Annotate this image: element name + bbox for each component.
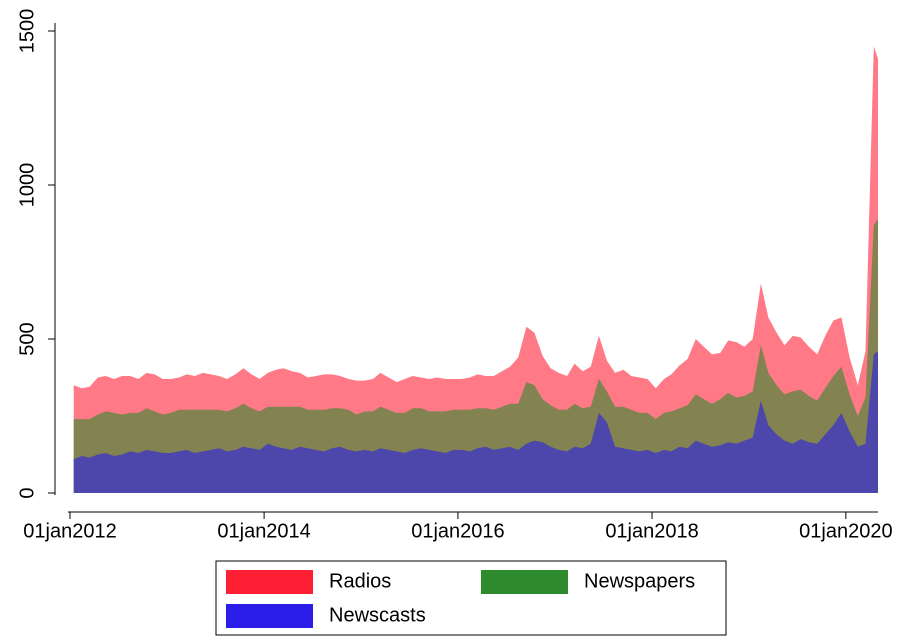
legend-label: Newspapers: [584, 570, 695, 592]
y-tick-label: 0: [16, 487, 38, 498]
y-tick-label: 500: [16, 322, 38, 355]
y-tick-label: 1000: [16, 163, 38, 208]
y-tick-label: 1500: [16, 9, 38, 54]
area: [73, 46, 878, 494]
area: [73, 218, 878, 493]
legend-swatch: [226, 604, 313, 628]
x-tick-label: 01jan2012: [23, 520, 116, 542]
x-tick-label: 01jan2016: [411, 520, 504, 542]
legend-label: Radios: [329, 570, 391, 592]
x-tick-label: 01jan2014: [217, 520, 310, 542]
x-tick-label: 01jan2020: [799, 520, 892, 542]
x-tick-label: 01jan2018: [605, 520, 698, 542]
legend-swatch: [481, 570, 568, 594]
legend-swatch: [226, 570, 313, 594]
area: [73, 351, 878, 493]
legend-label: Newscasts: [329, 604, 426, 626]
